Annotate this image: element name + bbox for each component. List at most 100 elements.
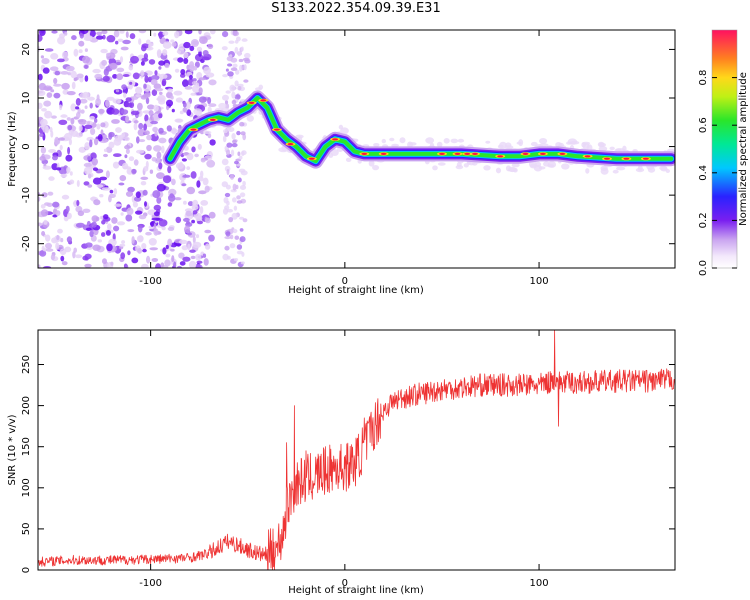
- noise-blob: [131, 168, 137, 174]
- noise-blob: [111, 108, 120, 115]
- noise-blob: [135, 210, 143, 215]
- noise-blob: [78, 146, 87, 153]
- noise-blob: [106, 35, 116, 43]
- noise-blob: [239, 64, 243, 72]
- noise-blob: [121, 109, 129, 115]
- ridge-halo-blob: [455, 165, 464, 170]
- ridge-halo-blob: [432, 165, 438, 171]
- noise-blob: [45, 242, 52, 249]
- ridge-hotspot: [642, 157, 649, 160]
- noise-blob: [57, 58, 65, 63]
- noise-blob: [190, 255, 196, 260]
- noise-blob: [164, 259, 171, 267]
- noise-blob: [173, 90, 183, 96]
- snr-x-axis-label: Height of straight line (km): [288, 585, 424, 596]
- noise-blob: [189, 64, 195, 72]
- noise-blob: [162, 49, 168, 56]
- noise-blob: [84, 257, 89, 261]
- noise-blob: [210, 30, 216, 35]
- noise-blob: [189, 45, 195, 52]
- noise-blob: [241, 38, 248, 42]
- noise-blob: [158, 127, 164, 134]
- noise-blob: [151, 217, 161, 221]
- noise-blob: [52, 214, 58, 218]
- snr-y-tick-label: 50: [21, 523, 32, 536]
- noise-blob: [146, 144, 152, 152]
- noise-blob: [85, 242, 93, 248]
- noise-blob: [111, 119, 120, 124]
- noise-blob: [92, 244, 101, 251]
- noise-blob: [40, 146, 47, 154]
- noise-blob: [84, 124, 93, 129]
- ridge-halo-blob: [443, 138, 450, 144]
- noise-blob: [148, 43, 154, 47]
- ridge-halo-blob: [499, 141, 507, 149]
- noise-blob: [239, 236, 246, 243]
- noise-blob: [208, 211, 216, 219]
- noise-blob: [222, 253, 229, 261]
- noise-blob: [151, 258, 159, 262]
- ridge-halo-blob: [622, 145, 627, 152]
- noise-blob: [127, 229, 135, 233]
- noise-blob: [186, 152, 194, 161]
- noise-blob: [115, 89, 120, 93]
- noise-blob: [189, 249, 196, 253]
- noise-blob: [148, 59, 156, 65]
- noise-blob: [87, 184, 93, 188]
- noise-blob: [109, 62, 118, 70]
- noise-blob: [239, 216, 245, 220]
- noise-blob: [121, 132, 126, 137]
- noise-blob: [237, 86, 242, 91]
- noise-blob: [199, 36, 208, 44]
- noise-blob: [147, 104, 155, 110]
- noise-blob: [243, 64, 247, 71]
- noise-blob: [75, 132, 83, 138]
- noise-blob: [198, 87, 203, 95]
- noise-blob: [129, 33, 136, 40]
- noise-blob: [39, 30, 46, 36]
- ridge-halo-blob: [585, 168, 590, 174]
- noise-blob: [197, 143, 202, 150]
- noise-blob: [232, 30, 238, 36]
- noise-blob: [83, 166, 93, 175]
- noise-blob: [144, 75, 149, 83]
- ridge-halo-blob: [203, 130, 212, 135]
- noise-blob: [135, 94, 141, 98]
- noise-blob: [170, 95, 174, 100]
- noise-blob: [125, 97, 132, 102]
- noise-blob: [145, 231, 152, 236]
- noise-blob: [238, 168, 246, 173]
- noise-blob: [126, 168, 134, 175]
- noise-blob: [73, 247, 77, 253]
- ridge-halo-blob: [221, 107, 230, 112]
- noise-blob: [200, 158, 206, 163]
- noise-blob: [232, 197, 237, 203]
- noise-blob: [126, 207, 134, 216]
- noise-blob: [41, 58, 50, 65]
- noise-blob: [43, 219, 48, 225]
- noise-blob: [167, 88, 174, 93]
- noise-blob: [70, 70, 77, 79]
- noise-blob: [99, 194, 104, 198]
- noise-blob: [225, 90, 231, 94]
- spectrogram-y-tick-label: 10: [21, 92, 32, 105]
- ridge-hotspot: [273, 128, 280, 131]
- noise-blob: [111, 217, 118, 224]
- noise-blob: [223, 197, 229, 204]
- noise-blob: [133, 122, 138, 131]
- noise-blob: [52, 155, 58, 161]
- noise-blob: [186, 109, 192, 116]
- ridge-halo-blob: [508, 166, 516, 172]
- noise-blob: [54, 136, 60, 145]
- noise-blob: [153, 204, 161, 211]
- noise-blob: [178, 252, 185, 259]
- noise-blob: [122, 74, 130, 77]
- noise-blob: [234, 235, 240, 240]
- noise-blob: [158, 31, 163, 40]
- noise-blob: [86, 136, 94, 142]
- noise-blob: [97, 134, 103, 142]
- noise-blob: [158, 113, 163, 119]
- noise-blob: [49, 66, 59, 71]
- noise-blob: [112, 74, 118, 79]
- noise-blob: [120, 252, 126, 260]
